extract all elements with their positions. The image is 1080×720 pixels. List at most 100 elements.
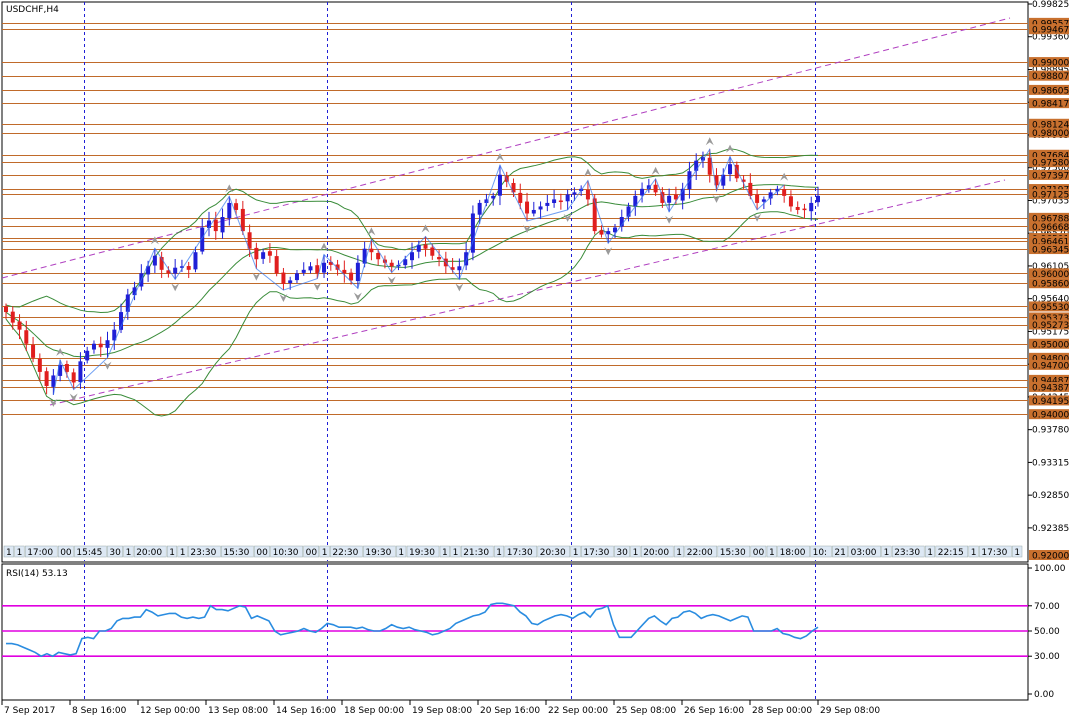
time-tag-label: 1 <box>927 548 933 558</box>
candle-bull <box>680 188 685 201</box>
time-axis-label: 12 Sep 00:00 <box>140 706 200 716</box>
time-tag-bg <box>450 545 461 558</box>
level-tag-bg <box>1029 98 1069 109</box>
candle-bull <box>261 252 266 259</box>
fractal-down-marker <box>313 282 322 291</box>
time-tag-bg <box>881 545 892 558</box>
time-axis-label: 29 Sep 08:00 <box>820 706 880 716</box>
fractal-up-marker <box>726 144 735 153</box>
time-tag-label: 1 <box>496 548 502 558</box>
level-tag-bg <box>1029 409 1069 420</box>
level-tag-bg <box>1029 24 1069 35</box>
time-axis-label: 13 Sep 08:00 <box>208 706 268 716</box>
rsi-axis-label: 0.00 <box>1034 690 1054 700</box>
level-tag-label: 0.96461 <box>1032 237 1069 247</box>
fractal-markers <box>49 137 789 407</box>
time-tag-label: 1 <box>17 548 23 558</box>
channel-lower-line[interactable] <box>49 179 1006 406</box>
candle-bull <box>51 375 56 387</box>
price-axis-label: 0.99360 <box>1032 33 1069 43</box>
time-tag-bg <box>766 545 777 558</box>
time-tag-bg <box>684 545 718 558</box>
level-tag-bg <box>1029 189 1069 200</box>
level-tag-label: 0.97125 <box>1032 191 1069 201</box>
time-tag-bg <box>832 545 848 558</box>
time-tag-bg <box>74 545 107 558</box>
candle-bull <box>355 262 360 282</box>
candle-bull <box>565 194 570 202</box>
fractal-down-marker <box>563 213 572 222</box>
level-tag-bg <box>1029 157 1069 168</box>
candle-bull <box>633 195 638 207</box>
level-tag-label: 0.96000 <box>1032 270 1069 280</box>
candle-bull <box>220 217 225 233</box>
horizontal-levels[interactable] <box>2 23 1028 415</box>
time-tag-label: 17:30 <box>507 548 533 558</box>
time-tag-label: 22:30 <box>332 548 358 558</box>
candle-bull <box>646 185 651 189</box>
candle-bull <box>728 164 733 175</box>
candle-bull <box>132 287 137 296</box>
level-tag-label: 0.92000 <box>1032 552 1069 562</box>
candle-bear <box>166 270 171 274</box>
time-tag-label: 15:45 <box>76 548 102 558</box>
time-tag-bg <box>133 545 167 558</box>
level-tag-label: 0.96668 <box>1032 223 1069 233</box>
level-tag-bg <box>1029 118 1069 129</box>
candle-bear <box>437 257 442 260</box>
candle-bear <box>802 208 807 211</box>
candle-bear <box>342 269 347 274</box>
level-tag-label: 0.94000 <box>1032 411 1069 421</box>
level-tag-bg <box>1029 84 1069 95</box>
candle-bull <box>477 202 482 215</box>
price-axis-label: 0.97035 <box>1032 196 1069 206</box>
rsi-axis-label: 100.00 <box>1034 564 1066 574</box>
level-tag-bg <box>1029 550 1069 560</box>
time-tag-bg <box>24 545 58 558</box>
time-tag-label: 21:30 <box>463 548 489 558</box>
rsi-panel: 100.00 70.00 50.00 30.00 0.00 <box>2 564 1066 700</box>
level-tag-label: 0.98000 <box>1032 129 1069 139</box>
time-tag-label: 18:00 <box>780 548 806 558</box>
candle-bear <box>673 194 678 200</box>
candle-bear <box>159 257 164 270</box>
channel-upper-line[interactable] <box>1 17 1011 279</box>
time-tag-bg <box>363 545 396 558</box>
candle-bull <box>531 209 536 214</box>
time-axis-label: 18 Sep 00:00 <box>344 706 404 716</box>
time-tag-label: 19:30 <box>365 548 391 558</box>
fractal-down-marker <box>49 398 58 407</box>
price-axis-label: 0.93780 <box>1032 426 1069 436</box>
price-channel[interactable] <box>1 17 1011 406</box>
time-tag-bg <box>614 545 630 558</box>
time-tag-label: 00 <box>753 548 765 558</box>
time-tag-label: 22:15 <box>938 548 964 558</box>
level-tag-bg <box>1029 268 1069 279</box>
level-tag-label: 0.94387 <box>1032 383 1069 393</box>
level-tag-label: 0.96788 <box>1032 214 1069 224</box>
candle-bear <box>37 358 42 372</box>
candle-bull <box>416 245 421 252</box>
candle-bull <box>85 350 90 361</box>
time-tag-bg <box>221 545 254 558</box>
time-tag-label: 17:30 <box>583 548 609 558</box>
candle-bear <box>755 194 760 203</box>
time-tag-label: 10:30 <box>273 548 299 558</box>
candle-bull <box>288 280 293 284</box>
time-tag-label: 1 <box>442 548 448 558</box>
rsi-title: RSI(14) 53.13 <box>6 569 68 579</box>
candle-bull <box>497 174 502 196</box>
candle-bull <box>809 202 814 212</box>
fractal-up-marker <box>495 153 504 162</box>
candle-bull <box>308 266 313 271</box>
fractal-down-marker <box>171 283 180 292</box>
candlestick-series <box>4 149 820 395</box>
candle-bear <box>31 344 36 358</box>
level-tag-label: 0.97580 <box>1032 159 1069 169</box>
fractal-up-marker <box>367 227 376 236</box>
price-axis-label: 0.93315 <box>1032 458 1069 468</box>
level-tag-bg <box>1029 149 1069 160</box>
time-tag-bg <box>717 545 751 558</box>
candle-bull <box>301 269 306 273</box>
